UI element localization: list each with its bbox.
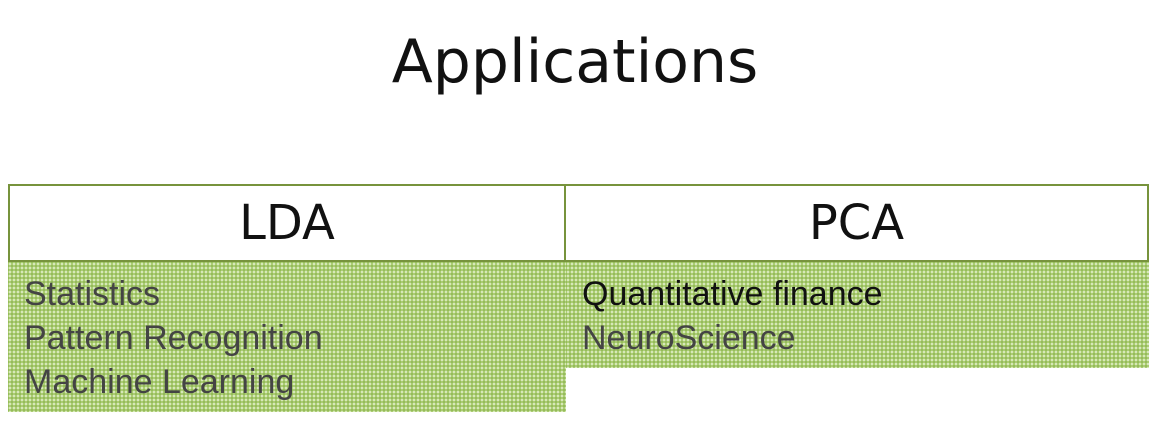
header-cell-lda: LDA — [10, 186, 566, 260]
body-cell-pca: Quantitative finance NeuroScience — [566, 262, 1149, 368]
header-cell-pca: PCA — [808, 195, 905, 251]
body-cell-lda: Statistics Pattern Recognition Machine L… — [8, 262, 566, 412]
list-item: Quantitative finance — [582, 275, 883, 313]
list-item: Machine Learning — [24, 363, 295, 401]
table-header-row: LDA PCA — [8, 184, 1149, 262]
list-item: NeuroScience — [582, 319, 796, 357]
list-item: Pattern Recognition — [24, 319, 323, 357]
list-item: Statistics — [24, 275, 161, 313]
slide-title: Applications — [391, 27, 759, 97]
